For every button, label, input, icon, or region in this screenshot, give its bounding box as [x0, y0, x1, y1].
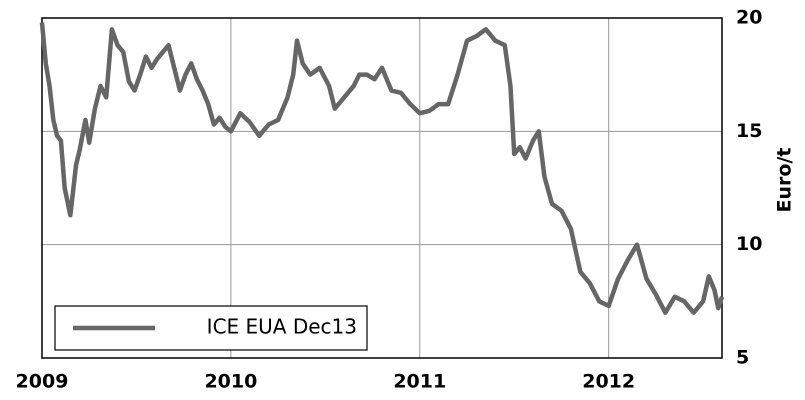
- series-line: [39, 22, 725, 315]
- y-tick-label: 10: [736, 233, 762, 255]
- plot-frame: [41, 17, 723, 359]
- y-tick-label: 20: [736, 7, 762, 29]
- x-tick-label: 2009: [16, 371, 69, 393]
- x-tick-label: 2012: [582, 371, 635, 393]
- y-tick-label: 15: [736, 120, 762, 142]
- x-tick-label: 2011: [393, 371, 446, 393]
- x-tick-label: 2010: [204, 371, 257, 393]
- legend-label: ICE EUA Dec13: [207, 315, 357, 339]
- y-axis-label: Euro/t: [774, 148, 796, 213]
- y-tick-label: 5: [736, 347, 749, 369]
